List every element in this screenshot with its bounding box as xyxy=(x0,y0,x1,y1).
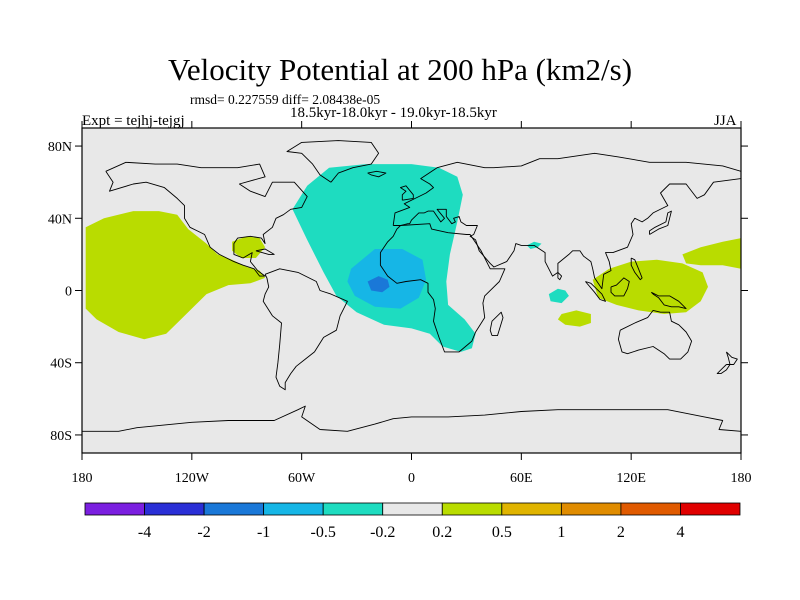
colorbar-level-label: 4 xyxy=(676,524,684,541)
colorbar-swatch xyxy=(322,502,384,516)
coastline-new-guinea xyxy=(650,291,687,310)
coastline-iceland xyxy=(367,170,387,178)
colorbar-swatch xyxy=(382,502,443,516)
region-maritime-continent-positive xyxy=(592,259,708,314)
coastlines xyxy=(82,140,741,432)
region-indian-ocean-negative xyxy=(548,288,569,304)
experiment-label: Expt = tejhj-tejgj xyxy=(82,113,185,129)
coastline-cuba xyxy=(255,248,275,255)
x-tick-label: 120W xyxy=(175,471,210,486)
colorbar-swatch xyxy=(144,502,205,516)
coastline-north-america xyxy=(105,161,308,277)
coastline-greenland xyxy=(286,140,380,183)
region-eastern-pacific-positive xyxy=(85,211,266,340)
x-tick-label: 180 xyxy=(731,471,752,486)
x-tick-label: 0 xyxy=(408,471,415,486)
colorbar-level-label: -0.5 xyxy=(311,524,336,541)
stats-text: rmsd= 0.227559 diff= 2.08438e-05 xyxy=(190,92,381,107)
colorbar-level-label: -2 xyxy=(197,524,210,541)
coastline-japan xyxy=(649,210,672,235)
x-tick-label: 180 xyxy=(72,471,93,486)
coastline-great-britain xyxy=(400,185,414,201)
coastline-madagascar xyxy=(489,311,504,337)
colorbar-swatch xyxy=(263,502,324,516)
coastline-eurasia-africa xyxy=(392,152,741,290)
region-west-africa-negative-core xyxy=(347,249,427,309)
region-gulf-positive xyxy=(232,236,266,258)
coastline-antarctica xyxy=(82,405,741,432)
colorbar-swatch xyxy=(441,502,503,516)
colorbar-swatch xyxy=(84,502,145,516)
colorbar-swatch xyxy=(620,502,681,516)
colorbar-level-label: 0.2 xyxy=(432,524,452,541)
coastline-philippines xyxy=(630,257,643,281)
coastline-new-zealand-south xyxy=(716,364,731,375)
colorbar-level-label: -4 xyxy=(138,524,151,541)
colorbar-level-label: 0.5 xyxy=(492,524,512,541)
colorbar-swatch xyxy=(560,502,622,516)
contour-fills xyxy=(85,164,741,352)
x-tick-label: 60E xyxy=(510,471,533,486)
period-text: 18.5kyr-18.0kyr - 19.0kyr-18.5kyr xyxy=(290,105,497,121)
coastline-africa xyxy=(379,223,506,353)
colorbar-level-label: -1 xyxy=(257,524,270,541)
y-tick-label: 40S xyxy=(50,357,72,372)
colorbar-swatch xyxy=(203,502,265,516)
x-tick-label: 120E xyxy=(616,471,646,486)
season-label: JJA xyxy=(714,113,737,129)
colorbar-level-label: -0.2 xyxy=(370,524,395,541)
coastline-south-america xyxy=(262,268,348,391)
chart-title: Velocity Potential at 200 hPa (km2/s) xyxy=(167,52,633,87)
y-tick-label: 80N xyxy=(48,140,72,155)
colorbar-swatch xyxy=(501,502,562,516)
axis-ticks: 180 120W 60W 0 60E 120E 180 80N 40N 0 40S 80S xyxy=(48,121,752,486)
colorbar-swatch xyxy=(680,502,741,516)
coastline-new-zealand xyxy=(725,351,738,365)
coastline-australia xyxy=(617,309,693,360)
y-tick-label: 0 xyxy=(65,285,72,300)
colorbar: -4 -2 -1 -0.5 -0.2 0.2 0.5 1 2 4 xyxy=(84,502,741,541)
coastline-borneo xyxy=(610,277,630,297)
x-tick-label: 60W xyxy=(288,471,316,486)
colorbar-level-label: 2 xyxy=(617,524,625,541)
y-tick-label: 40N xyxy=(48,212,72,227)
region-west-pacific-positive xyxy=(682,238,741,269)
coastline-sumatra xyxy=(585,281,606,302)
region-gulf-of-guinea-minimum xyxy=(367,276,390,293)
region-south-indian-positive xyxy=(557,310,591,327)
y-tick-label: 80S xyxy=(50,429,72,444)
colorbar-level-label: 1 xyxy=(557,524,565,541)
coastline-sri-lanka xyxy=(557,272,563,281)
